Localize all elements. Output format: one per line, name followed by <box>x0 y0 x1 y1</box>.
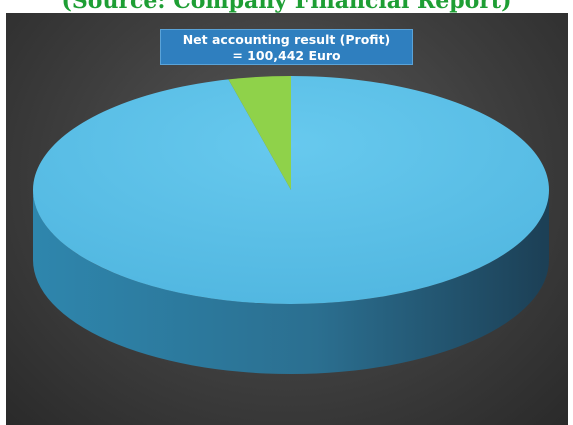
chart-title: (Source: Company Financial Report) <box>61 0 512 14</box>
callout-line-2: = 100,442 Euro <box>232 48 341 63</box>
pie-side <box>33 190 549 374</box>
callout-line-1: Net accounting result (Profit) <box>182 32 391 47</box>
profit-callout: Net accounting result (Profit) = 100,442… <box>160 29 413 65</box>
pie-slice-profit <box>228 76 291 190</box>
